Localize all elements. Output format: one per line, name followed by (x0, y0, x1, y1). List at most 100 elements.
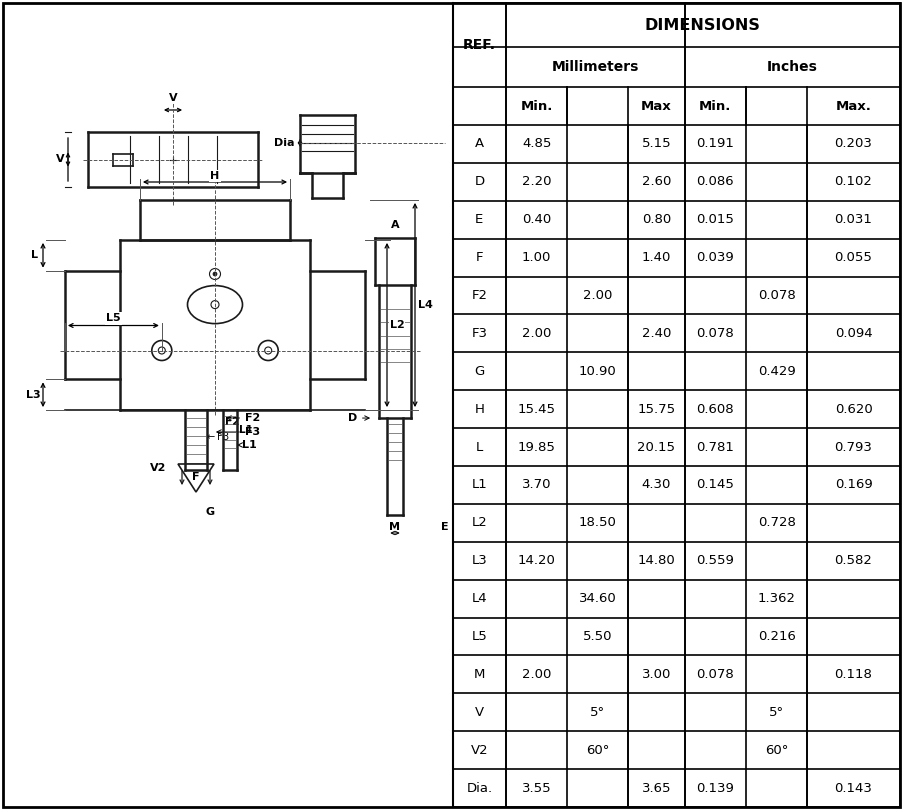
Text: L1: L1 (238, 440, 256, 450)
Text: V: V (169, 93, 177, 103)
Text: F3: F3 (471, 327, 487, 340)
Text: 0.094: 0.094 (833, 327, 871, 340)
Text: 0.169: 0.169 (833, 479, 871, 492)
Text: 60°: 60° (764, 744, 787, 757)
Text: 0.039: 0.039 (695, 251, 733, 264)
Text: E: E (474, 213, 483, 226)
Text: A: A (474, 138, 483, 151)
Text: A: A (391, 220, 399, 230)
Text: 18.50: 18.50 (578, 516, 616, 529)
Text: V: V (474, 706, 483, 718)
Text: 3.00: 3.00 (641, 668, 670, 681)
Text: Inches: Inches (766, 60, 817, 74)
Text: G: G (474, 364, 484, 377)
Text: L2: L2 (471, 516, 487, 529)
Text: E: E (441, 522, 448, 532)
Text: 2.00: 2.00 (583, 289, 612, 302)
Text: 5.15: 5.15 (640, 138, 670, 151)
Text: V2: V2 (150, 463, 166, 473)
Text: 0.559: 0.559 (695, 554, 733, 567)
Text: D: D (347, 413, 369, 423)
Text: 10.90: 10.90 (578, 364, 616, 377)
Text: 0.80: 0.80 (641, 213, 670, 226)
Text: F2: F2 (225, 417, 239, 427)
Text: 3.70: 3.70 (521, 479, 551, 492)
Text: G: G (206, 507, 215, 517)
Text: D: D (474, 175, 483, 189)
Text: L: L (32, 250, 39, 260)
Text: 15.45: 15.45 (517, 403, 555, 416)
Text: H: H (474, 403, 483, 416)
Text: 0.728: 0.728 (757, 516, 795, 529)
Text: L5: L5 (471, 630, 487, 643)
Text: 0.429: 0.429 (757, 364, 795, 377)
Text: 0.191: 0.191 (695, 138, 733, 151)
Text: 0.143: 0.143 (833, 782, 871, 795)
Text: L3: L3 (25, 390, 41, 399)
Text: 0.139: 0.139 (695, 782, 733, 795)
Text: F: F (475, 251, 483, 264)
Text: L3: L3 (471, 554, 487, 567)
Text: 0.145: 0.145 (695, 479, 733, 492)
Text: Max: Max (640, 100, 671, 113)
Text: 0.031: 0.031 (833, 213, 871, 226)
Text: 0.102: 0.102 (833, 175, 871, 189)
Text: 3.65: 3.65 (641, 782, 670, 795)
Text: Dia.: Dia. (465, 782, 492, 795)
Text: F2: F2 (471, 289, 487, 302)
Text: 0.118: 0.118 (833, 668, 871, 681)
Text: V: V (56, 155, 65, 164)
Text: 2.00: 2.00 (521, 327, 550, 340)
Text: F2: F2 (226, 413, 260, 423)
Text: L1: L1 (471, 479, 487, 492)
Text: 1.362: 1.362 (757, 592, 795, 605)
Text: 5°: 5° (590, 706, 604, 718)
Text: V2: V2 (470, 744, 488, 757)
Text: 19.85: 19.85 (517, 441, 555, 454)
Text: 5°: 5° (769, 706, 783, 718)
Text: 0.078: 0.078 (695, 668, 733, 681)
Text: L: L (475, 441, 483, 454)
Text: 0.620: 0.620 (833, 403, 871, 416)
Text: 1.00: 1.00 (521, 251, 550, 264)
Text: 0.203: 0.203 (833, 138, 871, 151)
Text: 5.50: 5.50 (583, 630, 612, 643)
Text: 14.20: 14.20 (517, 554, 555, 567)
Text: 0.055: 0.055 (833, 251, 871, 264)
Text: 0.015: 0.015 (695, 213, 733, 226)
Text: Max.: Max. (834, 100, 870, 113)
Text: 0.793: 0.793 (833, 441, 871, 454)
Text: Min.: Min. (698, 100, 731, 113)
Text: 15.75: 15.75 (637, 403, 675, 416)
Text: 4.30: 4.30 (641, 479, 670, 492)
Text: F3: F3 (216, 427, 260, 437)
Text: F: F (192, 472, 199, 482)
Text: L5: L5 (106, 313, 121, 323)
Text: 4.85: 4.85 (521, 138, 550, 151)
Text: 0.086: 0.086 (695, 175, 733, 189)
Text: H: H (210, 171, 219, 181)
Text: L4: L4 (417, 300, 432, 310)
Text: 0.608: 0.608 (695, 403, 733, 416)
Text: 14.80: 14.80 (637, 554, 675, 567)
Text: M: M (389, 522, 400, 532)
Text: 34.60: 34.60 (578, 592, 616, 605)
Text: 60°: 60° (585, 744, 609, 757)
Text: Millimeters: Millimeters (551, 60, 638, 74)
Text: 2.60: 2.60 (641, 175, 670, 189)
Text: L2: L2 (389, 320, 404, 330)
Text: 1.40: 1.40 (641, 251, 670, 264)
Text: 2.40: 2.40 (641, 327, 670, 340)
Text: 2.20: 2.20 (521, 175, 551, 189)
Text: 0.216: 0.216 (757, 630, 795, 643)
Text: 2.00: 2.00 (521, 668, 550, 681)
Text: $\leftarrow$F3: $\leftarrow$F3 (205, 430, 230, 442)
Text: 0.078: 0.078 (695, 327, 733, 340)
Text: 0.582: 0.582 (833, 554, 871, 567)
Text: 3.55: 3.55 (521, 782, 551, 795)
Text: 0.781: 0.781 (695, 441, 733, 454)
Text: 0.40: 0.40 (521, 213, 550, 226)
Text: 20.15: 20.15 (637, 441, 675, 454)
Text: 0.078: 0.078 (757, 289, 795, 302)
Text: L1: L1 (239, 425, 253, 435)
